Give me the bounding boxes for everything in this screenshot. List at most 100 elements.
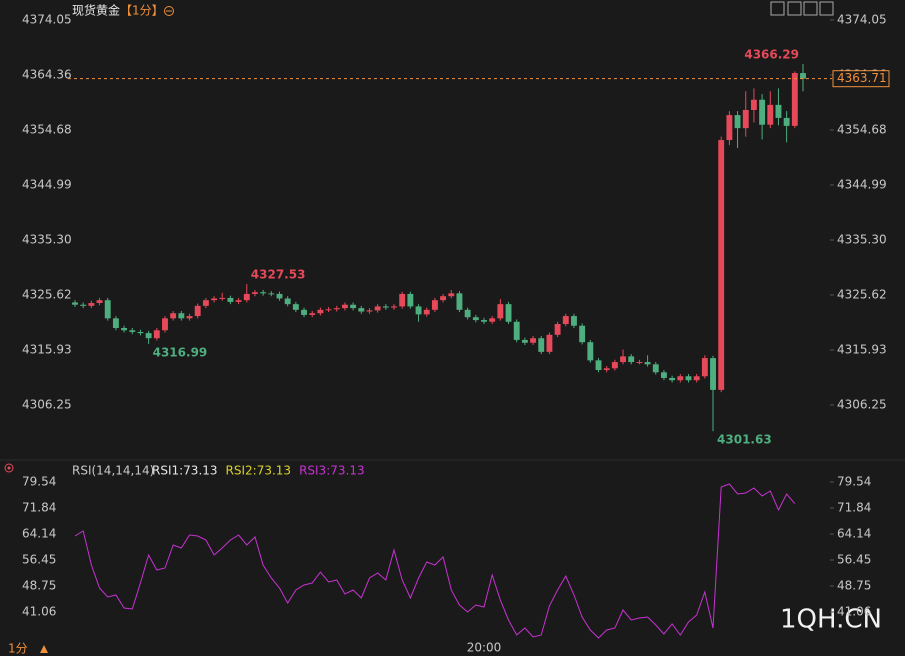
candle-body [595,360,602,371]
tool-button[interactable] [803,1,818,16]
candle-body [382,306,389,308]
candle-body [685,376,692,381]
y-tick-label: 41.06 [837,604,871,618]
candle-body [513,321,520,340]
y-tick-label: 4344.99 [837,177,887,191]
y-tick-label: 56.45 [22,553,56,567]
candle-body [341,304,348,309]
candle-body [407,293,414,307]
rsi-line [74,483,796,639]
max-annotation: 4366.29 [744,48,799,62]
candle-body [505,304,512,322]
y-tick-label: 4354.68 [22,122,72,136]
candle-body [652,364,659,373]
candle-body [145,333,152,339]
indicator-icon[interactable] [4,463,14,473]
y-tick-label: 4354.68 [837,122,887,136]
candle-body [603,368,610,371]
candle-body [620,356,626,363]
candle-body [521,339,528,343]
candle-body [284,298,291,305]
legend-entry: RSI3:73.13 [299,464,365,478]
candle-body [219,297,226,299]
candle-body [448,293,455,297]
period-icon[interactable] [164,6,174,16]
candle-body [243,293,250,301]
candle-body [162,318,168,331]
candle-body [260,292,267,294]
candle-body [358,308,365,312]
candle-body [783,117,790,126]
candle-body [186,316,193,319]
price-box [832,70,890,88]
y-tick-label: 4325.62 [22,287,72,301]
candle-body [72,302,78,305]
candle-body [96,300,103,304]
candle-body [718,140,725,390]
candle-body [309,313,316,315]
candle-body [571,316,577,326]
candle-body [399,293,406,307]
candle-body [497,304,504,319]
candle-body [587,342,594,361]
candle-body [88,303,95,306]
indicator-icon [7,466,11,470]
candle-body [194,305,201,317]
candle-body [701,358,708,377]
candle-body [178,313,185,319]
y-tick-label: 4335.30 [22,232,72,246]
candle-body [791,73,798,126]
candle-body [579,325,586,343]
chart-title: 现货黄金 [72,3,120,18]
high-annotation: 4327.53 [251,268,306,282]
candle-body [227,297,234,302]
y-tick-label: 79.54 [837,474,871,488]
candle-body [693,376,700,381]
candle-body [538,338,545,352]
candle-body [546,334,553,352]
candle-body [423,309,430,315]
candle-body [268,293,275,295]
candle-body [472,317,479,321]
candle-body [660,372,667,378]
candle-body [80,304,87,306]
candle-body [628,356,635,363]
candle-body [554,324,561,335]
candle-body [775,104,782,118]
candle-body [121,327,128,331]
candle-body [530,338,537,343]
tool-button[interactable] [787,1,802,16]
y-tick-label: 4374.05 [837,12,887,26]
min-annotation: 4301.63 [717,433,772,447]
candle-body [235,300,242,302]
candle-body [734,115,741,129]
candle-body [750,99,757,110]
y-tick-label: 48.75 [837,579,871,593]
candle-body [677,376,684,381]
y-tick-label: 41.06 [22,604,56,618]
tool-button[interactable] [770,1,785,16]
candle-body [644,362,651,365]
x-tick-label: 20:00 [467,641,502,655]
candle-body [456,293,463,310]
candle-body [636,362,643,364]
candle-body [710,358,716,390]
y-tick-label: 48.75 [22,579,56,593]
candle-body [464,309,471,318]
candle-body [726,115,733,141]
y-tick-label: 71.84 [837,501,871,515]
candle-body [431,300,438,310]
period-label[interactable]: 【1分】 [120,4,164,18]
candle-body [350,304,357,309]
candle-body [317,309,324,314]
tool-button[interactable] [819,1,834,16]
timeframe-arrow[interactable] [40,645,48,653]
candle-body [153,330,160,339]
candle-body [415,306,422,315]
timeframe-label[interactable]: 1分 [8,642,28,656]
y-tick-label: 79.54 [22,474,56,488]
indicator-title: RSI(14,14,14) [72,464,154,478]
y-tick-label: 4335.30 [837,232,887,246]
